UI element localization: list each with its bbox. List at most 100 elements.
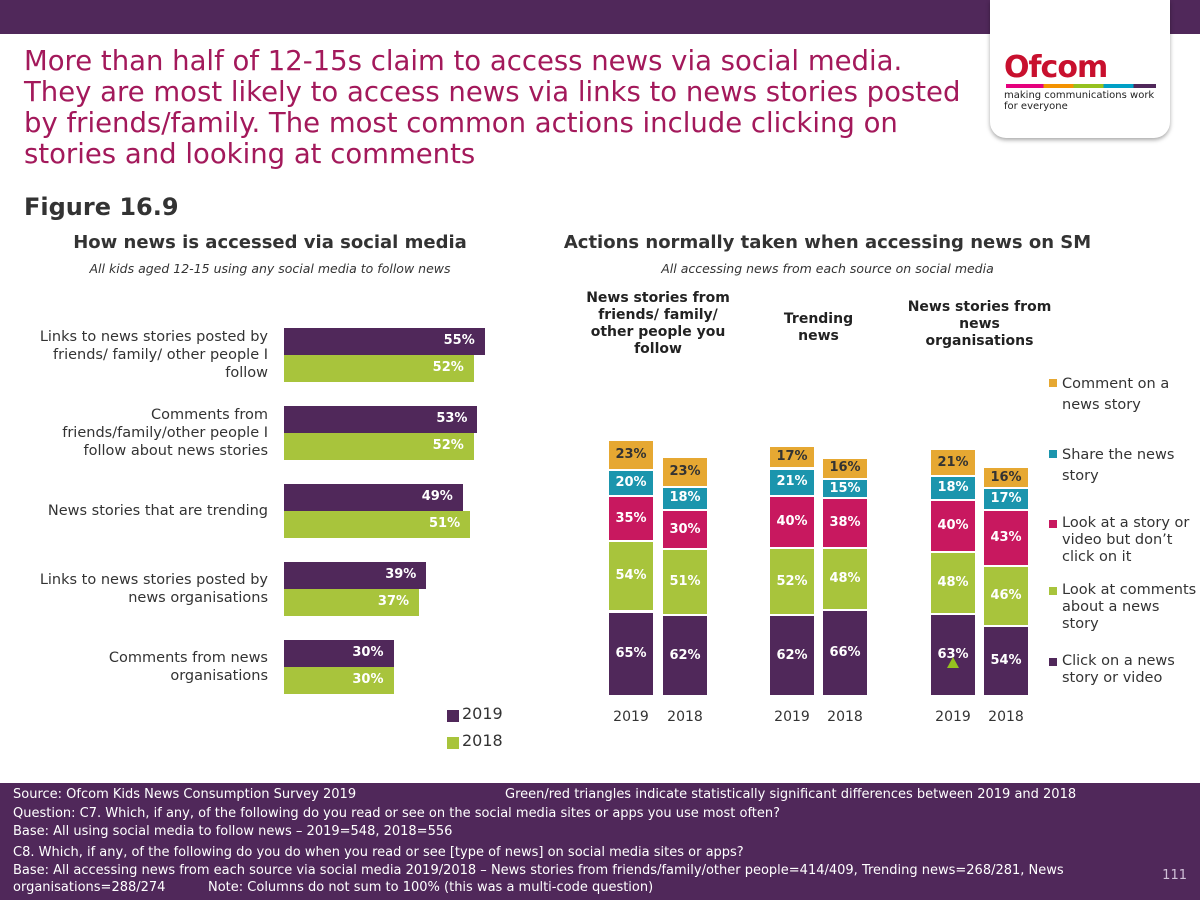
right-chart-title: Actions normally taken when accessing ne… xyxy=(563,232,1092,253)
segment-value-label: 43% xyxy=(990,530,1022,546)
footer-base-2a: Base: All accessing news from each sourc… xyxy=(13,863,1064,878)
left-category-label: Links to news stories posted by friends/… xyxy=(39,329,268,381)
segment-value-label: 16% xyxy=(829,460,861,476)
segment-value-label: 17% xyxy=(776,449,808,465)
segment-value-label: 35% xyxy=(615,510,647,526)
segment-value-label: 17% xyxy=(990,491,1022,507)
footer-base-2b: organisations=288/274 xyxy=(13,880,166,895)
stack-segment: 20% xyxy=(609,470,653,495)
left-bar-2019: 53% xyxy=(284,406,478,433)
segment-value-label: 21% xyxy=(937,454,969,470)
segment-value-label: 16% xyxy=(990,469,1022,485)
stack-segment: 38% xyxy=(823,499,867,547)
legend-label-2018: 2018 xyxy=(462,731,503,750)
legend-label-comment: Comment on a news story xyxy=(1062,376,1170,413)
page-headline: More than half of 12-15s claim to access… xyxy=(24,45,961,170)
group-title: News stories from news organisations xyxy=(907,299,1052,349)
left-bar-2018: 30% xyxy=(284,667,394,694)
footer-base-1: Base: All using social media to follow n… xyxy=(13,824,453,839)
group-title: Trending news xyxy=(783,311,854,344)
legend-label-comments: Look at comments about a news story xyxy=(1062,582,1197,632)
segment-value-label: 62% xyxy=(669,647,701,663)
left-bar-2018: 51% xyxy=(284,511,471,538)
stack-segment: 51% xyxy=(663,550,707,615)
page-number: 111 xyxy=(1162,868,1187,883)
left-category-label: Comments from friends/family/other peopl… xyxy=(62,407,268,459)
segment-value-label: 63% xyxy=(937,647,969,663)
segment-value-label: 15% xyxy=(829,480,861,496)
legend-swatch-look-no-click xyxy=(1049,520,1057,528)
left-bar-2018: 52% xyxy=(284,433,474,460)
stack-segment: 17% xyxy=(770,447,814,468)
left-bar-value-label: 51% xyxy=(429,516,461,531)
footer-question-2: C8. Which, if any, of the following do y… xyxy=(13,845,744,860)
stack-segment: 15% xyxy=(823,479,867,498)
segment-value-label: 30% xyxy=(669,521,701,537)
year-axis-label: 2018 xyxy=(827,709,863,725)
left-bar-value-label: 52% xyxy=(432,360,464,375)
stack-segment: 54% xyxy=(609,542,653,611)
legend-swatch-2018 xyxy=(447,737,459,749)
left-bar-value-label: 53% xyxy=(436,411,468,426)
segment-value-label: 48% xyxy=(937,574,969,590)
stack-segment: 62% xyxy=(663,616,707,695)
legend-label-click: Click on a news story or video xyxy=(1062,653,1175,686)
segment-value-label: 46% xyxy=(990,587,1022,603)
segment-value-label: 51% xyxy=(669,574,701,590)
stack-segment: 16% xyxy=(823,459,867,478)
stack-segment: 65% xyxy=(609,612,653,695)
legend-swatch-2019 xyxy=(447,710,459,722)
ofcom-logo-card: Ofcom making communications work for eve… xyxy=(990,0,1170,138)
stack-segment: 54% xyxy=(984,626,1028,695)
segment-value-label: 40% xyxy=(776,513,808,529)
segment-value-label: 62% xyxy=(776,647,808,663)
left-bar-2018: 37% xyxy=(284,589,420,616)
stack-segment: 62% xyxy=(770,616,814,695)
footer: Source: Ofcom Kids News Consumption Surv… xyxy=(0,783,1200,900)
segment-value-label: 52% xyxy=(776,573,808,589)
stack-segment: 21% xyxy=(931,450,975,476)
left-bar-2018: 52% xyxy=(284,355,474,382)
legend-swatch-comments xyxy=(1049,587,1057,595)
segment-value-label: 48% xyxy=(829,570,861,586)
logo-color-stripe xyxy=(1006,84,1156,88)
segment-value-label: 18% xyxy=(669,490,701,506)
left-bar-2019: 49% xyxy=(284,484,463,511)
segment-value-label: 40% xyxy=(937,517,969,533)
stack-segment: 23% xyxy=(663,457,707,486)
footer-significance-note: Green/red triangles indicate statistical… xyxy=(505,787,1077,802)
legend-label-look-no-click: Look at a story or video but don’t click… xyxy=(1062,515,1190,565)
right-chart-subtitle: All accessing news from each source on s… xyxy=(661,261,994,276)
year-axis-label: 2018 xyxy=(988,709,1024,725)
left-bar-value-label: 49% xyxy=(421,489,453,504)
segment-value-label: 18% xyxy=(937,479,969,495)
stack-segment: 52% xyxy=(770,548,814,615)
left-category-label: News stories that are trending xyxy=(47,503,268,519)
footer-source: Source: Ofcom Kids News Consumption Surv… xyxy=(13,787,357,802)
segment-value-label: 20% xyxy=(615,474,647,490)
footer-question-1: Question: C7. Which, if any, of the foll… xyxy=(13,806,781,821)
left-bar-value-label: 39% xyxy=(385,567,417,582)
footer-note: Note: Columns do not sum to 100% (this w… xyxy=(208,880,654,895)
legend-label-share: Share the news story xyxy=(1062,447,1175,484)
legend-swatch-comment xyxy=(1049,379,1057,387)
left-bar-value-label: 55% xyxy=(443,333,475,348)
stack-segment: 46% xyxy=(984,567,1028,625)
stack-segment: 17% xyxy=(984,489,1028,510)
year-axis-label: 2019 xyxy=(774,709,810,725)
legend-swatch-share xyxy=(1049,450,1057,458)
stack-segment: 23% xyxy=(609,440,653,469)
segment-value-label: 38% xyxy=(829,515,861,531)
year-axis-label: 2019 xyxy=(613,709,649,725)
segment-value-label: 23% xyxy=(615,446,647,462)
stack-segment: 18% xyxy=(663,487,707,510)
stack-segment: 21% xyxy=(770,469,814,495)
left-bar-2019: 55% xyxy=(284,328,485,355)
left-bar-value-label: 30% xyxy=(352,645,384,660)
segment-value-label: 21% xyxy=(776,474,808,490)
ofcom-logo: Ofcom xyxy=(1004,50,1108,85)
left-chart-subtitle: All kids aged 12-15 using any social med… xyxy=(89,261,451,276)
left-bar-2019: 39% xyxy=(284,562,427,589)
year-axis-label: 2019 xyxy=(935,709,971,725)
left-category-label: Comments from news organisations xyxy=(108,650,268,684)
